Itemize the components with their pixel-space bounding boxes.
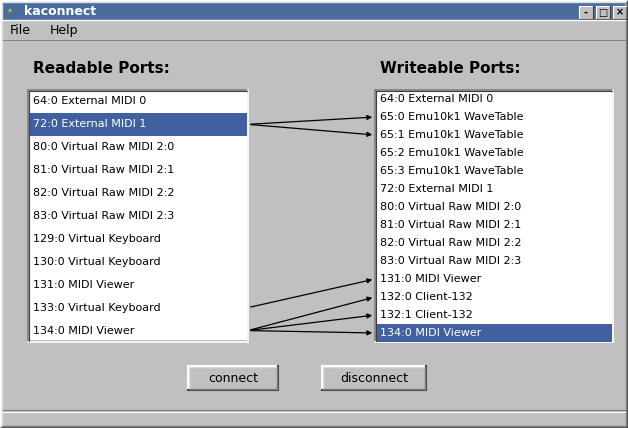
Text: 130:0 Virtual Keyboard: 130:0 Virtual Keyboard	[33, 257, 161, 267]
Text: Readable Ports:: Readable Ports:	[33, 60, 170, 75]
FancyBboxPatch shape	[3, 2, 625, 20]
FancyBboxPatch shape	[30, 91, 247, 340]
Text: 132:0 Client-132: 132:0 Client-132	[380, 292, 473, 302]
Text: 81:0 Virtual Raw MIDI 2:1: 81:0 Virtual Raw MIDI 2:1	[33, 165, 174, 175]
FancyBboxPatch shape	[377, 324, 612, 342]
Text: 72:0 External MIDI 1: 72:0 External MIDI 1	[33, 119, 146, 129]
Text: 64:0 External MIDI 0: 64:0 External MIDI 0	[33, 96, 146, 107]
Text: 129:0 Virtual Keyboard: 129:0 Virtual Keyboard	[33, 234, 161, 244]
Text: 72:0 External MIDI 1: 72:0 External MIDI 1	[380, 184, 494, 194]
FancyBboxPatch shape	[596, 6, 610, 19]
Text: -: -	[584, 8, 588, 18]
Text: 80:0 Virtual Raw MIDI 2:0: 80:0 Virtual Raw MIDI 2:0	[380, 202, 521, 212]
FancyBboxPatch shape	[613, 6, 627, 19]
Text: File: File	[10, 24, 31, 36]
Text: Writeable Ports:: Writeable Ports:	[380, 60, 521, 75]
FancyBboxPatch shape	[30, 113, 247, 136]
Text: connect: connect	[208, 372, 258, 384]
Text: 132:1 Client-132: 132:1 Client-132	[380, 310, 473, 320]
Text: 65:1 Emu10k1 WaveTable: 65:1 Emu10k1 WaveTable	[380, 130, 524, 140]
FancyBboxPatch shape	[377, 91, 612, 340]
Text: Help: Help	[50, 24, 78, 36]
Text: 82:0 Virtual Raw MIDI 2:2: 82:0 Virtual Raw MIDI 2:2	[380, 238, 521, 248]
Text: 134:0 MIDI Viewer: 134:0 MIDI Viewer	[380, 328, 482, 338]
Text: 83:0 Virtual Raw MIDI 2:3: 83:0 Virtual Raw MIDI 2:3	[33, 211, 174, 221]
Text: ×: ×	[616, 8, 624, 18]
Text: 83:0 Virtual Raw MIDI 2:3: 83:0 Virtual Raw MIDI 2:3	[380, 256, 521, 266]
Text: 80:0 Virtual Raw MIDI 2:0: 80:0 Virtual Raw MIDI 2:0	[33, 142, 174, 152]
Text: 131:0 MIDI Viewer: 131:0 MIDI Viewer	[33, 280, 134, 290]
Text: ⚡: ⚡	[6, 6, 12, 15]
FancyBboxPatch shape	[579, 6, 593, 19]
FancyBboxPatch shape	[3, 20, 625, 40]
Text: kaconnect: kaconnect	[24, 5, 96, 18]
Text: 64:0 External MIDI 0: 64:0 External MIDI 0	[380, 94, 493, 104]
FancyBboxPatch shape	[188, 366, 278, 390]
Text: 134:0 MIDI Viewer: 134:0 MIDI Viewer	[33, 326, 134, 336]
Text: 65:0 Emu10k1 WaveTable: 65:0 Emu10k1 WaveTable	[380, 112, 524, 122]
Text: disconnect: disconnect	[340, 372, 408, 384]
Text: □: □	[598, 8, 608, 18]
Text: 65:2 Emu10k1 WaveTable: 65:2 Emu10k1 WaveTable	[380, 148, 524, 158]
Text: 82:0 Virtual Raw MIDI 2:2: 82:0 Virtual Raw MIDI 2:2	[33, 188, 175, 198]
Text: 65:3 Emu10k1 WaveTable: 65:3 Emu10k1 WaveTable	[380, 166, 524, 176]
FancyBboxPatch shape	[322, 366, 426, 390]
Text: 81:0 Virtual Raw MIDI 2:1: 81:0 Virtual Raw MIDI 2:1	[380, 220, 521, 230]
Text: 131:0 MIDI Viewer: 131:0 MIDI Viewer	[380, 274, 481, 284]
Text: 133:0 Virtual Keyboard: 133:0 Virtual Keyboard	[33, 303, 161, 312]
